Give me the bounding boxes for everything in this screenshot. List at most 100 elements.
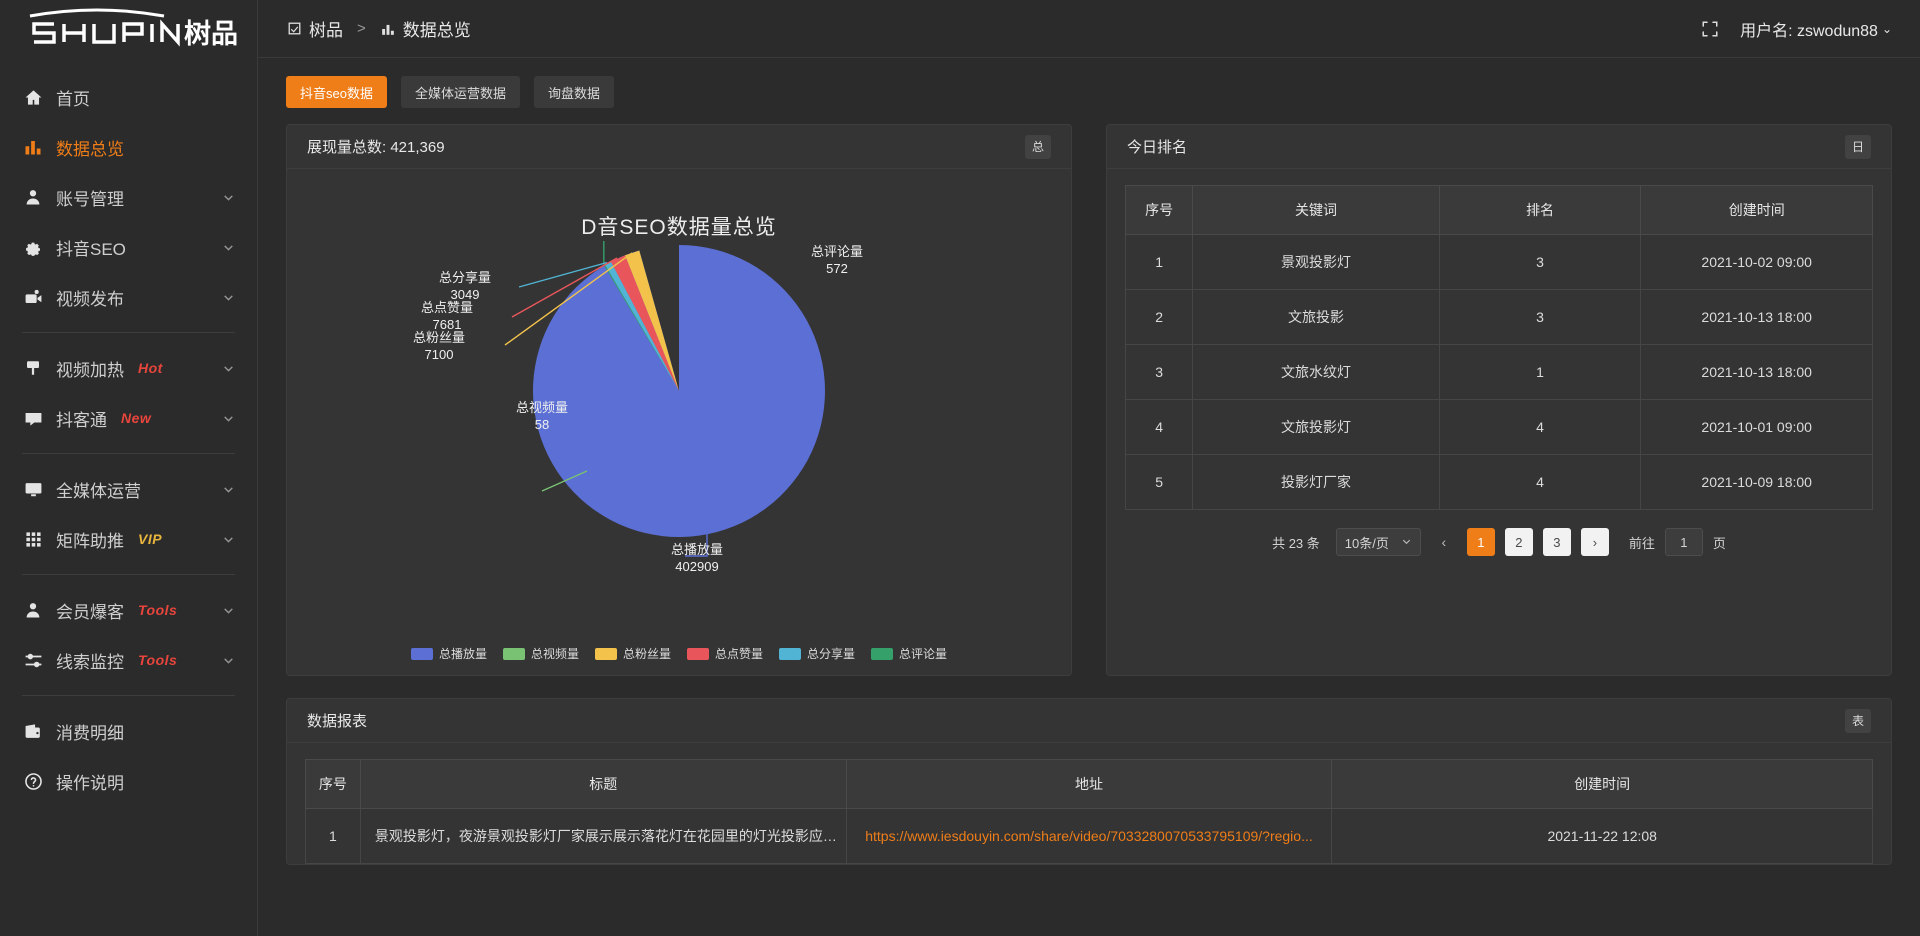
- pie-slice-total-likes[interactable]: [610, 255, 679, 391]
- legend-item-total-likes[interactable]: 总点赞量: [687, 645, 763, 662]
- bar-chart-icon: [22, 136, 44, 158]
- pie-label-value: 7100: [424, 347, 454, 362]
- legend-label: 总视频量: [530, 647, 579, 661]
- user-menu[interactable]: 用户名: zswodun88 ⌄: [1740, 17, 1892, 41]
- sidebar-item-matrix-boost[interactable]: 矩阵助推 VIP: [0, 514, 257, 564]
- pie-chart[interactable]: [287, 241, 1071, 611]
- legend-swatch: [871, 647, 894, 660]
- report-url-link[interactable]: https://www.iesdouyin.com/share/video/70…: [865, 828, 1313, 844]
- chevron-down-icon: [221, 482, 235, 496]
- topbar-right: 用户名: zswodun88 ⌄: [1700, 17, 1892, 41]
- column-header-no: 序号: [1124, 185, 1194, 235]
- column-header-keyword: 关键词: [1192, 185, 1440, 235]
- pagination-prev[interactable]: ‹: [1441, 534, 1447, 550]
- pie-label-total-shares: 总分享量 3049: [405, 269, 525, 303]
- chart-legend: 总播放量 总视频量 总粉丝量: [287, 645, 1071, 662]
- rank-card: 今日排名 日 序号 关键词 排名 创建时间: [1106, 124, 1892, 676]
- sidebar-item-douyin-seo[interactable]: 抖音SEO: [0, 222, 257, 272]
- sidebar-item-clue-monitor[interactable]: 线索监控 Tools: [0, 635, 257, 685]
- fullscreen-icon[interactable]: [1700, 19, 1720, 39]
- page-size-select[interactable]: 10条/页: [1335, 528, 1421, 556]
- sidebar-item-home[interactable]: 首页: [0, 72, 257, 122]
- pagination-page-3[interactable]: 3: [1542, 528, 1571, 556]
- legend-swatch: [687, 647, 709, 660]
- sidebar-item-label: 全媒体运营: [56, 481, 141, 501]
- tab-omni-media-data[interactable]: 全媒体运营数据: [400, 76, 520, 108]
- pie-label-name: 总视频量: [515, 400, 568, 415]
- breadcrumb-separator: >: [357, 20, 366, 37]
- rank-card-header: 今日排名 日: [1107, 125, 1891, 169]
- breadcrumb-current[interactable]: 数据总览: [380, 16, 471, 41]
- sidebar-item-label: 账号管理: [56, 189, 124, 209]
- chevron-down-icon: ⌄: [1881, 21, 1892, 36]
- chevron-down-icon: [221, 411, 235, 425]
- legend-item-total-videos[interactable]: 总视频量: [502, 645, 579, 662]
- pie-slice-total-comments[interactable]: [603, 264, 680, 391]
- pie-label-name: 总分享量: [438, 270, 491, 285]
- main-area: 树品 > 数据总览 用户名: zswodun88 ⌄: [258, 0, 1920, 936]
- cell-title: 景观投影灯，夜游景观投影灯厂家展示展示落花灯在花园里的灯光投影应用效果 #: [359, 808, 847, 864]
- pagination-page-unit: 页: [1712, 535, 1726, 551]
- legend-item-total-fans[interactable]: 总粉丝量: [594, 645, 671, 662]
- sidebar-item-video-boost[interactable]: 视频加热 Hot: [0, 343, 257, 393]
- sidebar-item-label: 数据总览: [56, 139, 124, 159]
- cell-created: 2021-10-13 18:00: [1640, 344, 1873, 400]
- legend-label: 总点赞量: [715, 647, 764, 661]
- chart-total-label: 展现量总数: 421,369: [307, 139, 445, 156]
- pie-label-name: 总粉丝量: [412, 330, 465, 345]
- page-size-value: 10条/页: [1344, 535, 1389, 551]
- pagination-page-2[interactable]: 2: [1504, 528, 1533, 556]
- tab-inquiry-data[interactable]: 询盘数据: [533, 76, 614, 108]
- pie-label-value: 7681: [432, 317, 462, 332]
- report-body: 序号 标题 地址 创建时间 1 景观投影灯，夜游景观投影灯厂家展示展示落花灯在花…: [287, 743, 1891, 864]
- member-icon: [22, 599, 44, 621]
- chevron-down-icon: [221, 361, 235, 375]
- chart-card-header: 展现量总数: 421,369 总: [287, 125, 1071, 169]
- cell-keyword: 文旅水纹灯: [1192, 344, 1440, 400]
- sidebar-item-douketong[interactable]: 抖客通 New: [0, 393, 257, 443]
- shupin-logo-icon: 树品: [29, 8, 237, 49]
- brand-logo[interactable]: 树品: [0, 0, 257, 58]
- sidebar-item-badge: Tools: [138, 652, 178, 668]
- sidebar-item-account-manage[interactable]: 账号管理: [0, 172, 257, 222]
- sidebar-item-omni-media[interactable]: 全媒体运营: [0, 464, 257, 514]
- pie-slice-total-fans[interactable]: [625, 250, 679, 391]
- cell-created: 2021-11-22 12:08: [1331, 808, 1873, 864]
- cell-rank: 4: [1438, 454, 1642, 510]
- pie-slice-total-shares[interactable]: [604, 261, 679, 391]
- sidebar-item-video-publish[interactable]: 视频发布: [0, 272, 257, 322]
- table-row[interactable]: 1 景观投影灯 3 2021-10-02 09:00: [1124, 234, 1873, 290]
- pie-label-total-plays: 总播放量 402909: [627, 541, 767, 575]
- sidebar-item-data-overview[interactable]: 数据总览: [0, 122, 257, 172]
- cell-rank: 4: [1438, 399, 1642, 455]
- legend-item-total-plays[interactable]: 总播放量: [410, 645, 487, 662]
- pagination-next[interactable]: ›: [1580, 528, 1609, 556]
- sidebar-item-member-boom[interactable]: 会员爆客 Tools: [0, 585, 257, 635]
- pie-label-total-videos: 总视频量 58: [482, 399, 602, 433]
- sidebar-item-label: 视频发布: [56, 289, 124, 309]
- rank-body: 序号 关键词 排名 创建时间 1 景观投影灯 3: [1107, 169, 1891, 675]
- pie-slice-total-plays[interactable]: [532, 245, 825, 537]
- table-row[interactable]: 1 景观投影灯，夜游景观投影灯厂家展示展示落花灯在花园里的灯光投影应用效果 # …: [305, 808, 1873, 864]
- cell-rank: 3: [1438, 289, 1642, 345]
- pie-area: 总评论量 572 总分享量 3049 总点赞量 7681: [287, 241, 1071, 611]
- table-row[interactable]: 2 文旅投影 3 2021-10-13 18:00: [1124, 289, 1873, 345]
- legend-item-total-comments[interactable]: 总评论量: [871, 645, 947, 662]
- legend-item-total-shares[interactable]: 总分享量: [779, 645, 855, 662]
- sidebar-item-consumption-detail[interactable]: 消费明细: [0, 706, 257, 756]
- rank-badge-day[interactable]: 日: [1845, 134, 1871, 159]
- chart-badge-total[interactable]: 总: [1025, 134, 1051, 159]
- table-row[interactable]: 5 投影灯厂家 4 2021-10-09 18:00: [1124, 454, 1873, 510]
- cell-no: 1: [305, 808, 361, 864]
- sidebar-item-instructions[interactable]: 操作说明: [0, 756, 257, 806]
- rank-title: 今日排名: [1127, 139, 1188, 156]
- report-badge-table[interactable]: 表: [1845, 708, 1871, 733]
- column-header-created: 创建时间: [1640, 185, 1873, 235]
- pagination-goto-input[interactable]: [1664, 528, 1703, 556]
- table-row[interactable]: 4 文旅投影灯 4 2021-10-01 09:00: [1124, 399, 1873, 455]
- breadcrumb-root[interactable]: 树品: [286, 16, 343, 41]
- table-row[interactable]: 3 文旅水纹灯 1 2021-10-13 18:00: [1124, 344, 1873, 400]
- sidebar-item-label: 矩阵助推: [56, 531, 124, 551]
- tab-douyin-seo-data[interactable]: 抖音seo数据: [286, 76, 387, 108]
- pagination-page-1[interactable]: 1: [1466, 528, 1495, 556]
